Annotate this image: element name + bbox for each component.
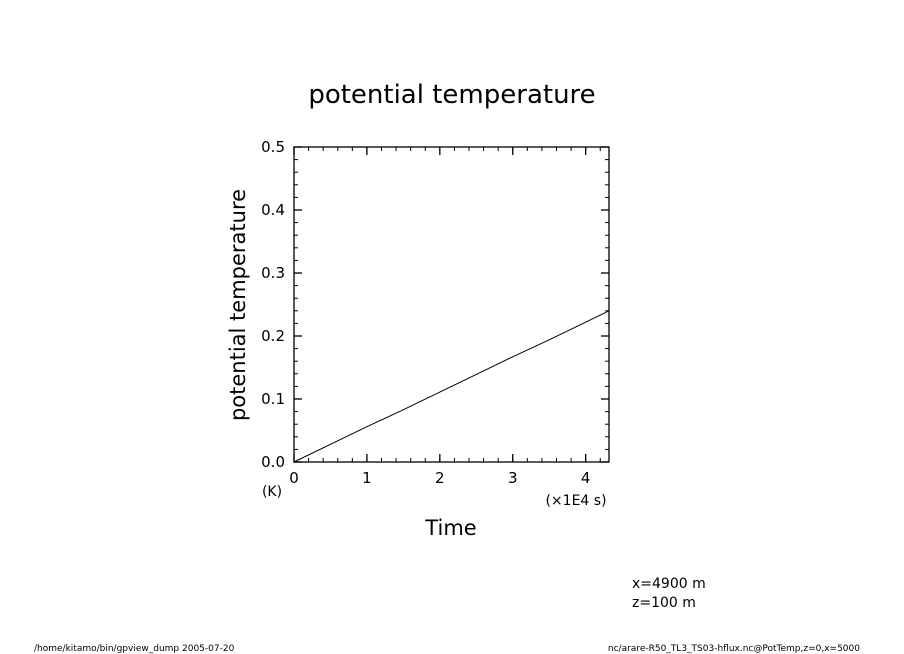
footer-left: /home/kitamo/bin/gpview_dump 2005-07-20 [34,644,235,654]
y-tick-label: 0.0 [261,453,285,471]
chart-title: potential temperature [308,80,595,110]
series-group [293,310,610,463]
plot-frame [293,146,610,463]
x-tick-label: 4 [581,469,591,487]
x-tick-label: 2 [435,469,445,487]
x-tick-label: 1 [362,469,372,487]
y-tick-label: 0.4 [261,201,285,219]
footer-right: nc/arare-R50_TL3_TS03-hflux.nc@PotTemp,z… [608,644,860,654]
ticks-group [293,146,609,463]
y-tick-label: 0.3 [261,264,285,282]
x-tick-label: 3 [508,469,518,487]
plot-frame-group [293,146,610,463]
tick-labels-group: 0 1 2 3 4 0.0 0.1 0.2 0.3 0.4 0.5 [261,138,590,487]
y-tick-label: 0.1 [261,390,285,408]
x-tick-label: 0 [289,469,299,487]
y-tick-label: 0.5 [261,138,285,156]
y-axis-unit: (K) [262,484,282,500]
y-tick-label: 0.2 [261,327,285,345]
coord-x-annotation: x=4900 m [632,576,706,592]
coord-z-annotation: z=100 m [632,595,696,611]
x-axis-label: Time [424,516,476,540]
y-axis-label: potential temperature [226,189,250,421]
x-axis-unit: (×1E4 s) [545,493,606,509]
series-line [293,310,610,463]
